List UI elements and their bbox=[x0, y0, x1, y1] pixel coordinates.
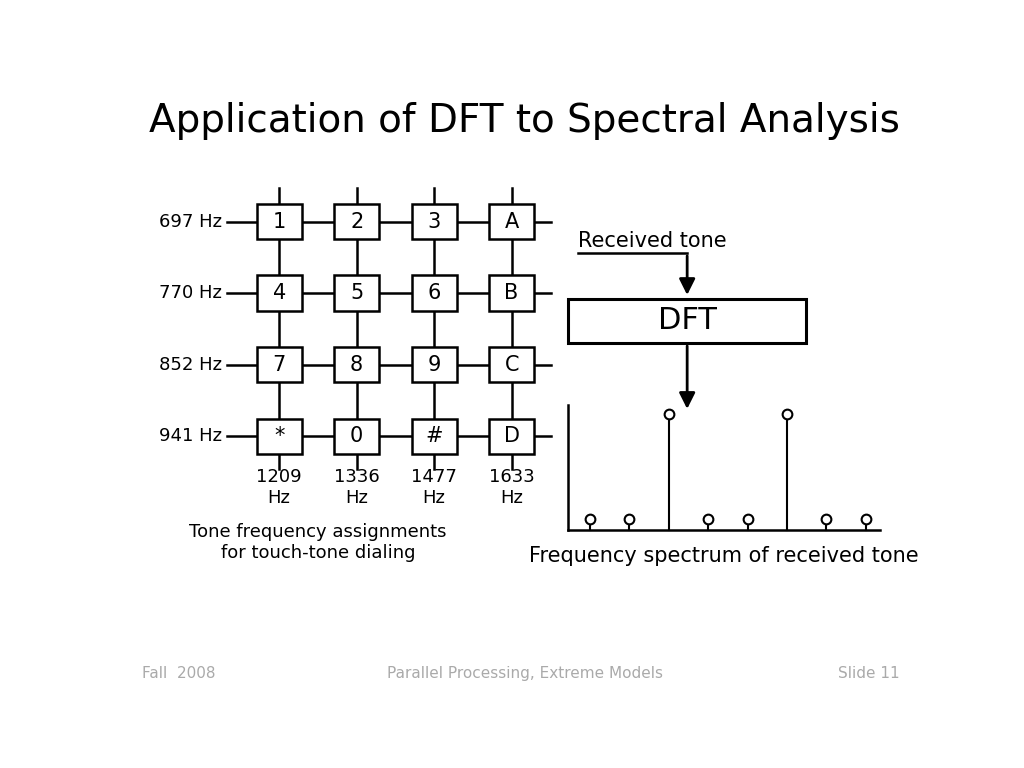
Text: 941 Hz: 941 Hz bbox=[159, 427, 222, 445]
Text: 2: 2 bbox=[350, 211, 364, 231]
FancyBboxPatch shape bbox=[412, 276, 457, 311]
Text: 3: 3 bbox=[427, 211, 440, 231]
Text: DFT: DFT bbox=[657, 306, 717, 336]
Text: 6: 6 bbox=[427, 283, 440, 303]
FancyBboxPatch shape bbox=[334, 204, 379, 239]
Text: Received tone: Received tone bbox=[578, 230, 726, 251]
FancyBboxPatch shape bbox=[257, 204, 302, 239]
Text: C: C bbox=[505, 355, 519, 375]
Text: 852 Hz: 852 Hz bbox=[159, 356, 222, 374]
Text: B: B bbox=[505, 283, 519, 303]
Text: 1: 1 bbox=[272, 211, 286, 231]
FancyBboxPatch shape bbox=[412, 347, 457, 382]
FancyBboxPatch shape bbox=[489, 276, 535, 311]
Text: *: * bbox=[274, 426, 285, 446]
FancyBboxPatch shape bbox=[489, 419, 535, 454]
Text: Frequency spectrum of received tone: Frequency spectrum of received tone bbox=[529, 547, 919, 567]
Text: Tone frequency assignments
for touch-tone dialing: Tone frequency assignments for touch-ton… bbox=[189, 523, 446, 562]
FancyBboxPatch shape bbox=[568, 299, 806, 343]
Text: 1633
Hz: 1633 Hz bbox=[488, 468, 535, 507]
Text: A: A bbox=[505, 211, 519, 231]
FancyBboxPatch shape bbox=[412, 419, 457, 454]
FancyBboxPatch shape bbox=[334, 276, 379, 311]
Text: Fall  2008: Fall 2008 bbox=[142, 666, 215, 681]
FancyBboxPatch shape bbox=[489, 204, 535, 239]
Text: 1209
Hz: 1209 Hz bbox=[256, 468, 302, 507]
FancyBboxPatch shape bbox=[334, 419, 379, 454]
Text: 697 Hz: 697 Hz bbox=[159, 213, 222, 230]
FancyBboxPatch shape bbox=[412, 204, 457, 239]
Text: 1477
Hz: 1477 Hz bbox=[412, 468, 457, 507]
FancyBboxPatch shape bbox=[334, 347, 379, 382]
FancyBboxPatch shape bbox=[257, 347, 302, 382]
Text: 7: 7 bbox=[272, 355, 286, 375]
Text: 5: 5 bbox=[350, 283, 364, 303]
Text: #: # bbox=[425, 426, 442, 446]
Text: 1336
Hz: 1336 Hz bbox=[334, 468, 380, 507]
Text: 9: 9 bbox=[427, 355, 440, 375]
Text: D: D bbox=[504, 426, 519, 446]
Text: 4: 4 bbox=[272, 283, 286, 303]
FancyBboxPatch shape bbox=[489, 347, 535, 382]
FancyBboxPatch shape bbox=[257, 276, 302, 311]
Text: Slide 11: Slide 11 bbox=[838, 666, 899, 681]
Text: 770 Hz: 770 Hz bbox=[159, 284, 222, 302]
Text: Application of DFT to Spectral Analysis: Application of DFT to Spectral Analysis bbox=[150, 102, 900, 141]
Text: 8: 8 bbox=[350, 355, 364, 375]
Text: 0: 0 bbox=[350, 426, 364, 446]
Text: Parallel Processing, Extreme Models: Parallel Processing, Extreme Models bbox=[387, 666, 663, 681]
FancyBboxPatch shape bbox=[257, 419, 302, 454]
